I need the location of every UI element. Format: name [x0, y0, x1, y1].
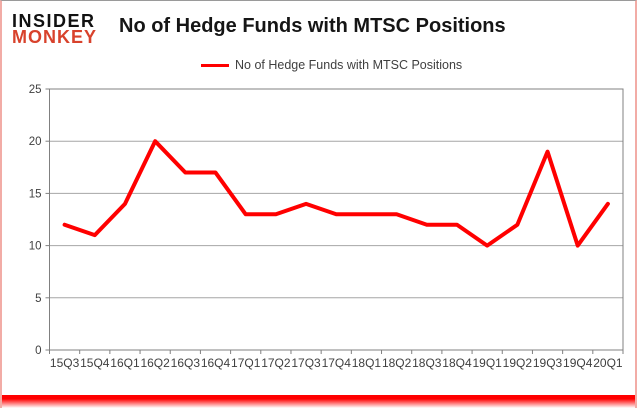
- x-axis-tick-label: 18Q3: [412, 356, 442, 370]
- y-axis-tick-label: 25: [29, 84, 42, 96]
- series-line-no-of-hedge-funds-with-mtsc-positions: [62, 139, 610, 248]
- insider-monkey-logo: INSIDER MONKEY: [12, 11, 98, 47]
- legend-series-label: No of Hedge Funds with MTSC Positions: [235, 58, 463, 72]
- x-axis-tick-label: 18Q4: [442, 356, 472, 370]
- x-axis-tick-label: 15Q4: [80, 356, 110, 370]
- x-axis-tick-label: 17Q4: [322, 356, 352, 370]
- x-axis-tick-label: 16Q1: [110, 356, 140, 370]
- x-axis-tick-label: 18Q2: [382, 356, 412, 370]
- x-axis-tick-label: 19Q2: [503, 356, 533, 370]
- y-axis-tick-label: 0: [35, 345, 41, 357]
- x-axis-tick-label: 19Q1: [472, 356, 502, 370]
- x-axis-tick-label: 20Q1: [593, 356, 623, 370]
- y-axis-tick-label: 10: [29, 241, 42, 253]
- x-axis-tick-label: 17Q1: [231, 356, 261, 370]
- bottom-red-glow: [2, 395, 635, 408]
- x-axis-tick-label: 19Q4: [563, 356, 593, 370]
- y-axis-tick-label: 5: [35, 293, 41, 305]
- x-axis-tick-label: 18Q1: [352, 356, 382, 370]
- legend-line-swatch: [201, 63, 229, 67]
- x-axis-tick-label: 16Q4: [201, 356, 231, 370]
- x-axis-tick-label: 17Q2: [261, 356, 291, 370]
- chart-title: No of Hedge Funds with MTSC Positions: [119, 15, 506, 37]
- chart-legend: No of Hedge Funds with MTSC Positions: [201, 58, 462, 72]
- x-axis-tick-label: 15Q3: [50, 356, 80, 370]
- logo-line-monkey: MONKEY: [12, 27, 98, 47]
- x-axis-tick-label: 17Q3: [291, 356, 321, 370]
- plot-border: [49, 88, 624, 351]
- y-axis-tick-label: 15: [29, 188, 42, 200]
- x-axis-tick-label: 19Q3: [533, 356, 563, 370]
- x-axis-tick-label: 16Q3: [171, 356, 201, 370]
- y-axis-tick-label: 20: [29, 136, 42, 148]
- x-axis-tick-label: 16Q2: [140, 356, 170, 370]
- logo-line-insider: INSIDER: [12, 11, 96, 31]
